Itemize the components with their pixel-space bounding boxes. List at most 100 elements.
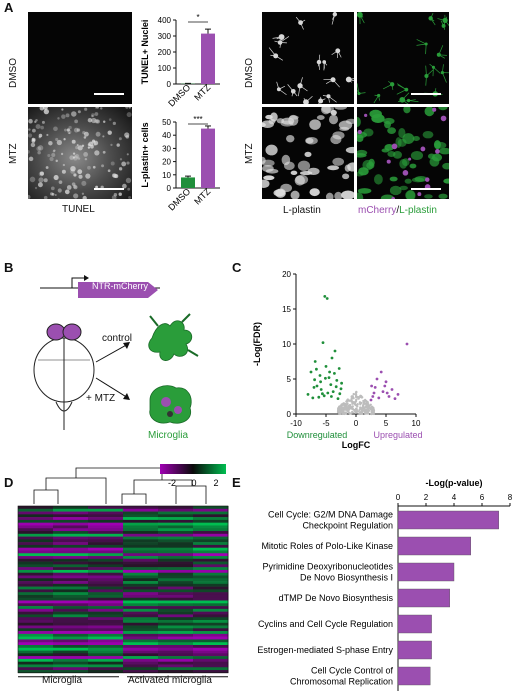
merge-mtz-image (357, 107, 449, 199)
nucleus-dot (70, 169, 75, 174)
cell-process (298, 85, 301, 97)
point-ns (359, 411, 362, 415)
nucleus-dot (48, 140, 53, 146)
heatmap-cell (18, 636, 54, 640)
point-ns (360, 410, 364, 413)
point-ns (365, 403, 369, 407)
heatmap-cell (193, 614, 229, 618)
y-tick-label: 10 (282, 340, 291, 349)
cell-process (348, 78, 354, 80)
mcherry-spot (435, 149, 440, 154)
cell-process (331, 50, 338, 56)
heatmap-cell (123, 519, 159, 523)
heatmap-cell (123, 556, 159, 560)
heatmap-cell (53, 645, 89, 649)
nucleus-dot (28, 194, 31, 199)
heatmap-cell (193, 569, 229, 574)
heatmap-cell (88, 564, 124, 568)
heatmap-cell (123, 511, 159, 515)
heatmap-cell (158, 645, 194, 649)
cell-process (438, 45, 444, 55)
cell-body (334, 191, 343, 199)
cell-process (378, 95, 380, 101)
point-up (390, 388, 394, 391)
cell-body (283, 161, 295, 171)
heatmap-cell (193, 508, 229, 512)
heatmap-cell (158, 506, 194, 510)
significance-marker: *** (193, 115, 202, 124)
cell-process (388, 80, 393, 85)
heatmap-cell (88, 625, 124, 629)
heatmap-cell (158, 664, 194, 668)
cell-body (422, 130, 434, 139)
control-arrowhead (123, 342, 130, 349)
heatmap-cell (18, 564, 54, 568)
nucleus-dot (74, 119, 78, 124)
cell-body (410, 150, 424, 161)
heatmap-cell (123, 653, 159, 657)
nucleus-dot (64, 189, 70, 195)
heatmap-cell (88, 617, 124, 621)
heatmap-cell (158, 647, 194, 651)
heatmap-cell (193, 600, 229, 604)
heatmap-cell (158, 614, 194, 618)
point-ns (351, 407, 355, 411)
point-ns (359, 406, 362, 409)
nucleus-dot (34, 120, 37, 124)
point-ns (365, 400, 369, 403)
nucleus-dot (81, 180, 87, 186)
heatmap-cell (123, 581, 159, 585)
nucleus-dot (76, 144, 79, 147)
cell-body (327, 165, 340, 171)
heatmap-cell (158, 639, 194, 643)
cell-body (345, 118, 354, 125)
nucleus-dot (107, 169, 111, 173)
heatmap-cell (88, 539, 124, 543)
mcherry-spot (417, 192, 422, 197)
nucleus-dot (40, 125, 44, 130)
tunel-mtz-image (28, 107, 132, 199)
heatmap-cell (53, 567, 89, 571)
heatmap-cell (158, 661, 194, 665)
cell-process (440, 20, 444, 27)
heatmap-cell (18, 606, 54, 610)
heatmap-cell (53, 586, 89, 590)
heatmap-cell (158, 569, 194, 574)
point-ns (348, 404, 351, 407)
nucleus-dot (43, 178, 48, 183)
cell-body (332, 131, 345, 140)
nucleus-dot (122, 183, 127, 189)
heatmap-cell (123, 614, 159, 618)
heatmap-cell (193, 556, 229, 560)
heatmap-cell (53, 633, 89, 637)
cell-body (357, 116, 361, 128)
pathway-bar-chart: -Log(p-value) 0 2 4 6 8 Cell Cycle: G2/M DNA D… (257, 478, 513, 691)
heatmap-cell (53, 625, 89, 629)
nucleus-dot (55, 159, 58, 163)
heatmap-cell (123, 611, 159, 615)
heatmap-cell (123, 664, 159, 668)
cell-process (433, 67, 441, 74)
mcherry-spot (357, 129, 362, 135)
heatmap-cell (193, 550, 229, 554)
heatmap-cell (123, 650, 159, 654)
heatmap-cell (53, 553, 89, 557)
nucleus-dot (50, 186, 55, 191)
pathway-bar (397, 614, 432, 634)
heatmap-cell (193, 636, 229, 640)
lplastin-mtz-cells (262, 107, 354, 199)
heatmap-cell (18, 611, 54, 615)
cell-process (274, 40, 281, 43)
cell-body (270, 112, 278, 122)
heatmap-cell (193, 606, 229, 610)
cell-body (358, 167, 369, 176)
cell-process (348, 79, 352, 83)
nucleus-dot (77, 157, 81, 160)
heatmap-cell (158, 514, 194, 518)
nucleus-dot (128, 196, 132, 199)
heatmap-cell (88, 522, 124, 526)
nucleus-dot (46, 133, 49, 137)
nucleus-dot (92, 165, 96, 169)
cell-process (322, 95, 329, 97)
heatmap-cell (193, 542, 229, 546)
